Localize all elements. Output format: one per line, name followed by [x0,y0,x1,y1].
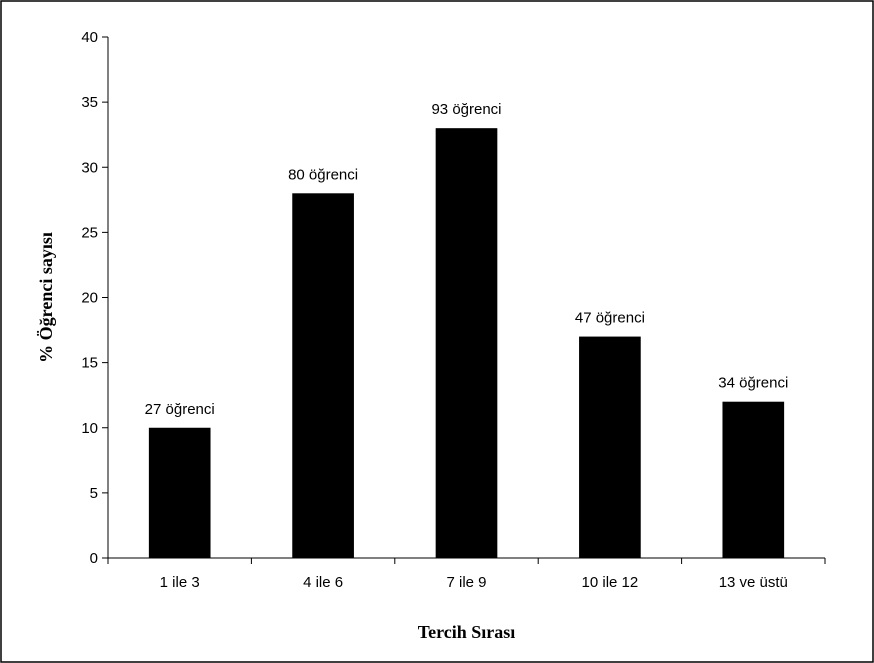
bars [148,128,785,559]
x-tick-label: 10 ile 12 [582,574,639,591]
data-label: 27 öğrenci [145,401,215,418]
y-tick-label: 5 [90,485,98,502]
bar [148,427,211,558]
x-tick-label: 13 ve üstü [719,574,788,591]
x-tick-label: 7 ile 9 [446,574,486,591]
data-label: 93 öğrenci [431,101,501,118]
y-axis-title: % Öğrenci sayısı [36,232,56,363]
data-label: 47 öğrenci [575,310,645,327]
data-labels: 27 öğrenci 80 öğrenci 93 öğrenci 47 öğrenci… [145,101,789,418]
data-label: 80 öğrenci [288,166,358,183]
data-label: 34 öğrenci [718,375,788,392]
bar [435,128,498,559]
y-tick-label: 10 [81,420,98,437]
y-tick-label: 15 [81,355,98,372]
y-axis: 0 5 10 15 20 25 30 35 40 [81,29,109,567]
y-tick-label: 40 [81,29,98,46]
bar [579,336,641,558]
y-tick-label: 35 [81,94,98,111]
bar [722,401,785,558]
x-axis-title: Tercih Sırası [418,622,516,642]
bar [292,193,354,559]
x-tick-label: 4 ile 6 [303,574,343,591]
y-tick-label: 30 [81,159,98,176]
y-tick-label: 0 [90,550,98,567]
x-tick-label: 1 ile 3 [160,574,200,591]
y-tick-label: 25 [81,224,98,241]
y-tick-label: 20 [81,290,98,307]
